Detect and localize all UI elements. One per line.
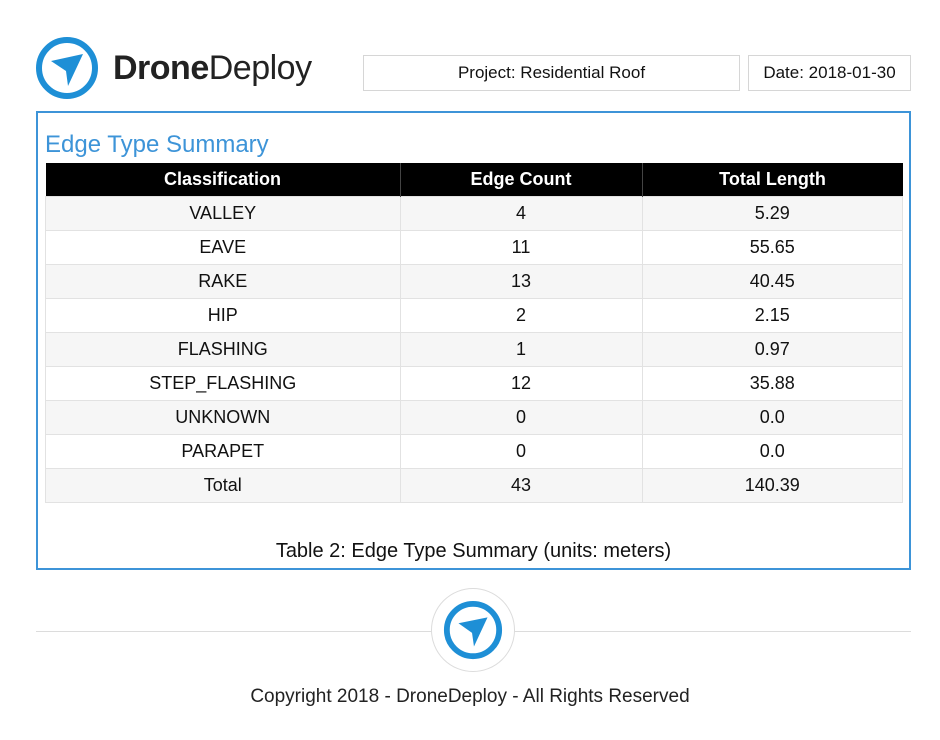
section-title: Edge Type Summary xyxy=(45,131,269,158)
total-length-cell: 0.97 xyxy=(641,332,903,367)
table-row: HIP 2 2.15 xyxy=(45,298,903,333)
total-length-cell: 35.88 xyxy=(641,366,903,401)
table-header-row: Classification Edge Count Total Length xyxy=(45,163,903,197)
table-row: RAKE 13 40.45 xyxy=(45,264,903,299)
total-length-cell: 55.65 xyxy=(641,230,903,265)
total-length-cell: 2.15 xyxy=(641,298,903,333)
copyright-text: Copyright 2018 - DroneDeploy - All Right… xyxy=(250,686,690,707)
edge-count-cell: 2 xyxy=(399,298,643,333)
table-row: FLASHING 1 0.97 xyxy=(45,332,903,367)
edge-count-cell: 43 xyxy=(399,468,643,503)
classification-cell: HIP xyxy=(45,298,401,333)
table-row: UNKNOWN 0 0.0 xyxy=(45,400,903,435)
classification-cell: EAVE xyxy=(45,230,401,265)
edge-count-cell: 12 xyxy=(399,366,643,401)
classification-cell: FLASHING xyxy=(45,332,401,367)
col-header-classification: Classification xyxy=(45,163,401,197)
edge-count-cell: 1 xyxy=(399,332,643,367)
edge-summary-panel: Edge Type Summary Classification Edge Co… xyxy=(36,111,911,570)
table-row: VALLEY 4 5.29 xyxy=(45,196,903,231)
table-row: PARAPET 0 0.0 xyxy=(45,434,903,469)
col-header-total-length: Total Length xyxy=(642,163,903,197)
total-length-cell: 0.0 xyxy=(641,400,903,435)
classification-cell: RAKE xyxy=(45,264,401,299)
edge-count-cell: 11 xyxy=(399,230,643,265)
footer-logo xyxy=(431,588,515,672)
dronedeploy-logo-icon xyxy=(443,600,503,660)
edge-count-cell: 0 xyxy=(399,400,643,435)
edge-count-cell: 0 xyxy=(399,434,643,469)
date-label: Date: 2018-01-30 xyxy=(748,55,911,91)
col-header-edge-count: Edge Count xyxy=(400,163,643,197)
total-length-cell: 0.0 xyxy=(641,434,903,469)
total-length-cell: 5.29 xyxy=(641,196,903,231)
table-row: STEP_FLASHING 12 35.88 xyxy=(45,366,903,401)
table-row: EAVE 11 55.65 xyxy=(45,230,903,265)
table-caption: Table 2: Edge Type Summary (units: meter… xyxy=(275,540,672,562)
dronedeploy-logo-icon xyxy=(36,37,98,99)
total-length-cell: 40.45 xyxy=(641,264,903,299)
classification-cell: STEP_FLASHING xyxy=(45,366,401,401)
brand-name: DroneDeploy xyxy=(113,48,312,87)
edge-count-cell: 13 xyxy=(399,264,643,299)
project-label: Project: Residential Roof xyxy=(363,55,740,91)
classification-cell: UNKNOWN xyxy=(45,400,401,435)
classification-cell: VALLEY xyxy=(45,196,401,231)
total-length-cell: 140.39 xyxy=(641,468,903,503)
edge-count-cell: 4 xyxy=(399,196,643,231)
classification-cell: PARAPET xyxy=(45,434,401,469)
classification-cell: Total xyxy=(45,468,401,503)
brand-logo: DroneDeploy xyxy=(35,35,335,101)
table-row: Total 43 140.39 xyxy=(45,468,903,503)
edge-summary-table: Classification Edge Count Total Length V… xyxy=(45,163,903,503)
